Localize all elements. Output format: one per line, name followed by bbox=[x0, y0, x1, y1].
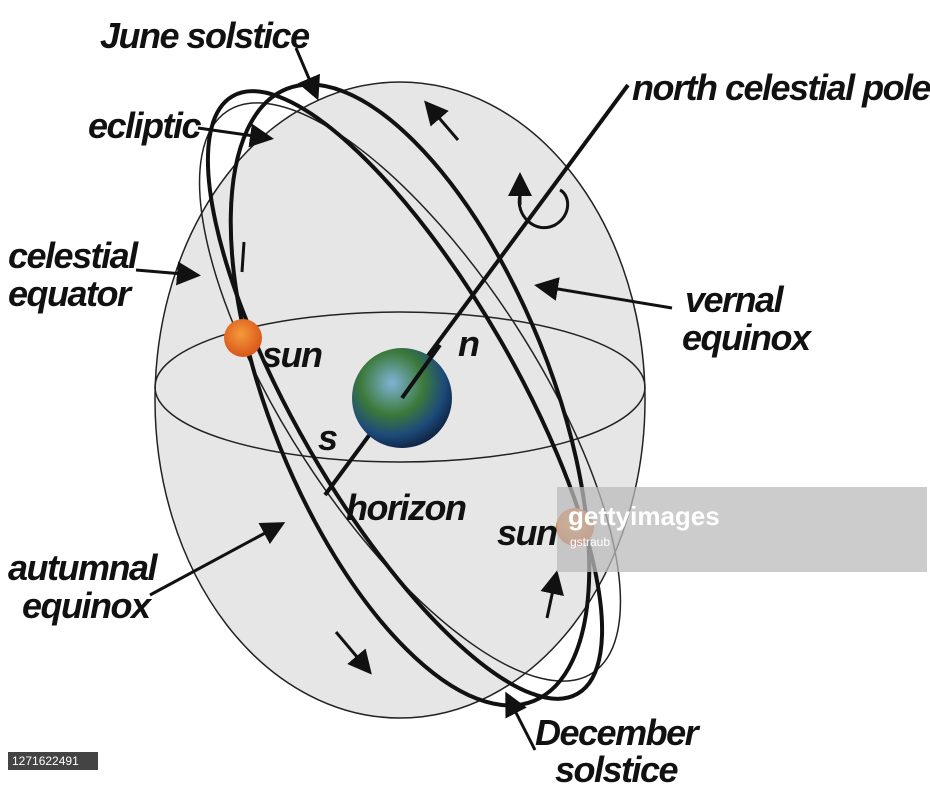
label: December bbox=[535, 712, 701, 753]
image-id: 1271622491 bbox=[12, 754, 79, 768]
label: June solstice bbox=[100, 15, 310, 56]
label: equinox bbox=[682, 317, 813, 358]
label: equator bbox=[8, 273, 133, 314]
label: horizon bbox=[346, 487, 466, 528]
label: celestial bbox=[8, 235, 139, 276]
label: ecliptic bbox=[88, 105, 202, 146]
label: sun bbox=[497, 512, 557, 553]
watermark-brand: gettyimages bbox=[568, 501, 720, 531]
diagram: June solstice ecliptic celestial equator… bbox=[0, 0, 930, 785]
label: north celestial pole bbox=[632, 67, 930, 108]
sun-left bbox=[224, 319, 262, 357]
watermark-credit: gstraub bbox=[570, 535, 610, 549]
label: vernal bbox=[685, 279, 785, 320]
motion-mark bbox=[242, 242, 244, 272]
label: s bbox=[318, 417, 337, 458]
label: sun bbox=[262, 334, 322, 375]
label: n bbox=[458, 323, 479, 364]
label: autumnal bbox=[8, 547, 159, 588]
label: equinox bbox=[22, 585, 153, 626]
label: solstice bbox=[555, 749, 679, 785]
